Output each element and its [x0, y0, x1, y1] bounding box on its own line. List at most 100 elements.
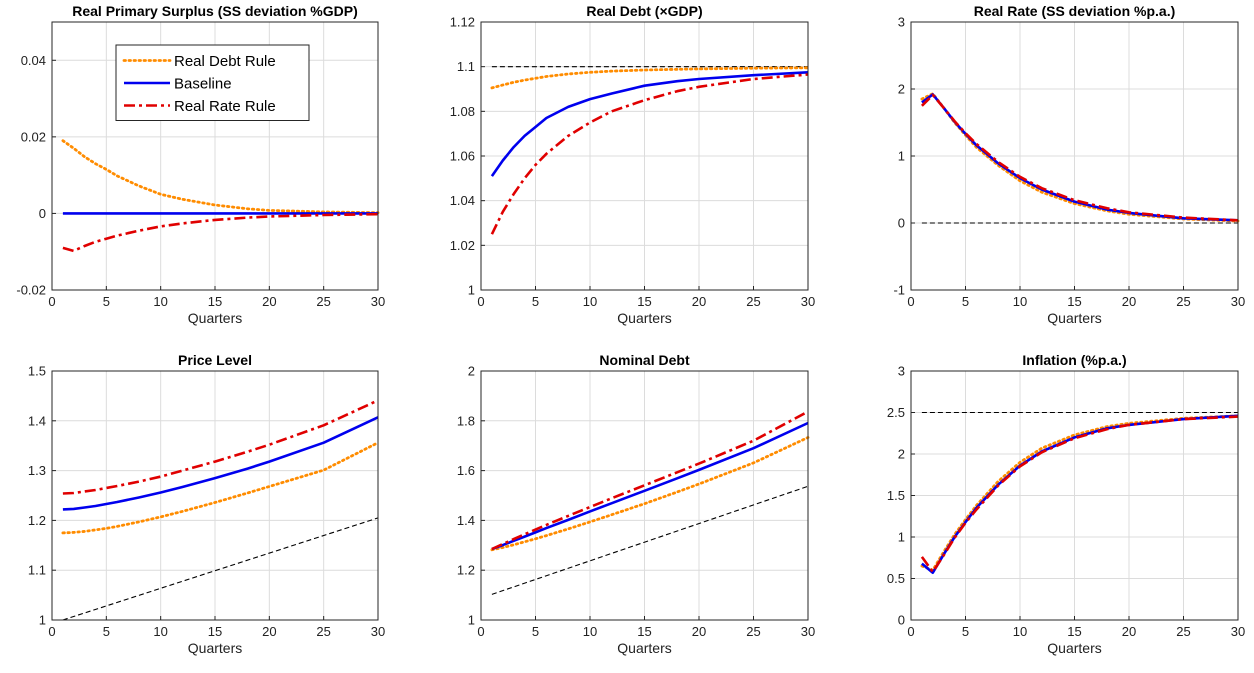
x-tick-label: 25 [316, 294, 330, 309]
y-tick-label: 1.12 [450, 15, 475, 30]
legend-label: Real Rate Rule [174, 98, 276, 115]
steady-state-line [62, 517, 379, 621]
y-tick-label: 0.04 [21, 53, 46, 68]
x-tick-label: 10 [153, 294, 167, 309]
chart-panel-6: 0 5 10 15 20 25 30 0 0.5 1 1.5 2 2.5 3 Inflation (%p.a… [887, 352, 1245, 656]
x-tick-label: 10 [1013, 294, 1027, 309]
y-tick-label: 1.6 [457, 463, 475, 478]
y-tick-label: 1 [468, 283, 475, 298]
y-tick-label: 0.02 [21, 129, 46, 144]
chart-panel-2: 0 5 10 15 20 25 30 1 1.02 1.04 1.06 1.08 1.1 1.12 Real… [450, 3, 816, 326]
x-tick-label: 10 [583, 624, 597, 639]
legend: Real Debt Rule Baseline Real Rate Rule [115, 44, 310, 121]
series-line-real-rate-rule [491, 410, 809, 551]
y-tick-label: 1.5 [887, 488, 905, 503]
x-tick-label: 25 [1176, 624, 1190, 639]
x-tick-label: 0 [477, 624, 484, 639]
y-tick-label: -1 [893, 283, 905, 298]
x-tick-label: 30 [801, 294, 815, 309]
y-tick-label: 1.3 [28, 463, 46, 478]
y-tick-label: 1 [898, 530, 905, 545]
series-line-real-rate-rule [490, 73, 809, 235]
x-tick-label: 5 [532, 294, 539, 309]
series-line-real-rate-rule [62, 399, 379, 495]
y-tick-label: 2 [898, 447, 905, 462]
y-tick-label: 2.5 [887, 405, 905, 420]
x-axis-label: Quarters [1047, 310, 1101, 326]
x-tick-label: 20 [692, 294, 706, 309]
legend-label: Real Debt Rule [174, 53, 276, 70]
chart-panel-4: 0 5 10 15 20 25 30 1 1.1 1.2 1.3 1.4 1.5 Price Level Q… [28, 352, 385, 656]
series-line-real-rate-rule [62, 212, 379, 253]
x-tick-label: 30 [1231, 294, 1245, 309]
chart-title: Real Debt (×GDP) [586, 3, 702, 19]
x-tick-label: 20 [262, 624, 276, 639]
x-tick-label: 5 [532, 624, 539, 639]
y-tick-label: 0 [898, 613, 905, 628]
y-tick-label: 2 [468, 364, 475, 379]
series-line-baseline [490, 71, 809, 177]
y-tick-label: 1 [468, 613, 475, 628]
y-tick-label: 2 [898, 82, 905, 97]
series-line-real-debt-rule [61, 139, 380, 215]
chart-title: Price Level [178, 352, 252, 368]
series-line-real-rate-rule [920, 93, 1239, 222]
x-tick-label: 5 [103, 294, 110, 309]
y-tick-label: 1.06 [450, 149, 475, 164]
x-tick-label: 20 [1122, 624, 1136, 639]
y-tick-label: 1.08 [450, 104, 475, 119]
x-tick-label: 5 [962, 624, 969, 639]
y-tick-label: 1.2 [457, 563, 475, 578]
x-tick-label: 0 [48, 624, 55, 639]
series-line-real-debt-rule [490, 436, 810, 552]
x-tick-label: 15 [637, 294, 651, 309]
y-tick-label: 1.1 [457, 59, 475, 74]
x-tick-label: 0 [48, 294, 55, 309]
x-tick-label: 15 [1067, 294, 1081, 309]
x-tick-label: 5 [962, 294, 969, 309]
x-axis-label: Quarters [188, 640, 242, 656]
x-tick-label: 30 [801, 624, 815, 639]
x-tick-label: 0 [907, 624, 914, 639]
x-tick-label: 25 [746, 294, 760, 309]
x-tick-label: 5 [103, 624, 110, 639]
y-tick-label: 1 [39, 613, 46, 628]
x-tick-label: 15 [208, 624, 222, 639]
x-tick-label: 25 [1176, 294, 1190, 309]
x-tick-label: 30 [371, 624, 385, 639]
y-tick-label: 1.5 [28, 364, 46, 379]
x-tick-label: 15 [208, 294, 222, 309]
chart-title: Nominal Debt [599, 352, 690, 368]
chart-title: Real Rate (SS deviation %p.a.) [974, 3, 1176, 19]
y-tick-label: 1.02 [450, 238, 475, 253]
x-tick-label: 25 [316, 624, 330, 639]
series-line-baseline [62, 416, 379, 511]
chart-title: Inflation (%p.a.) [1022, 352, 1126, 368]
series-line-baseline [491, 421, 809, 551]
x-tick-label: 25 [746, 624, 760, 639]
y-tick-label: 3 [898, 15, 905, 30]
x-axis-label: Quarters [188, 310, 242, 326]
x-tick-label: 30 [371, 294, 385, 309]
y-tick-label: 3 [898, 364, 905, 379]
series-line-real-debt-rule [920, 414, 1240, 572]
y-tick-label: 1.4 [28, 413, 46, 428]
x-tick-label: 20 [1122, 294, 1136, 309]
y-tick-label: 0 [898, 216, 905, 231]
y-tick-label: 1.8 [457, 413, 475, 428]
x-tick-label: 10 [1013, 624, 1027, 639]
x-tick-label: 20 [692, 624, 706, 639]
y-tick-label: 0 [39, 206, 46, 221]
y-tick-label: 1.04 [450, 193, 475, 208]
series-line-real-debt-rule [920, 92, 1240, 223]
y-tick-label: 1.1 [28, 563, 46, 578]
chart-title: Real Primary Surplus (SS deviation %GDP) [72, 3, 358, 19]
y-tick-label: 1.4 [457, 513, 475, 528]
x-tick-label: 30 [1231, 624, 1245, 639]
x-axis-label: Quarters [617, 640, 671, 656]
x-tick-label: 10 [153, 624, 167, 639]
x-axis-label: Quarters [1047, 640, 1101, 656]
